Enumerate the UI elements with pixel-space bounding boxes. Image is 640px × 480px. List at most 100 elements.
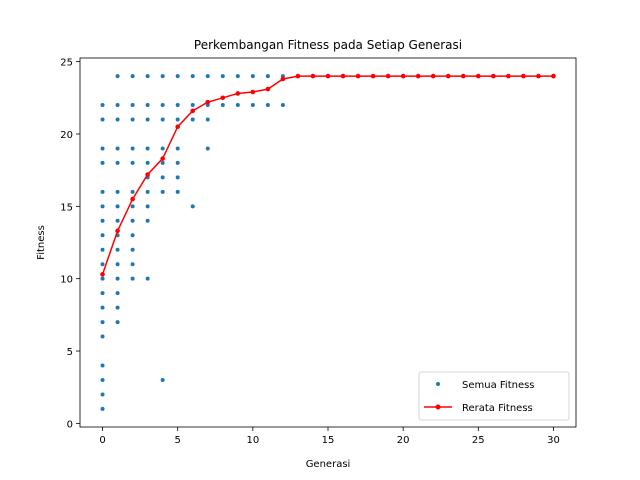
x-axis-label: Generasi xyxy=(306,459,351,470)
scatter-point xyxy=(115,291,120,296)
scatter-point xyxy=(205,146,210,151)
scatter-point xyxy=(145,218,150,223)
mean-point xyxy=(400,73,406,79)
scatter-point xyxy=(100,218,105,223)
scatter-point xyxy=(100,291,105,296)
scatter-point xyxy=(145,276,150,281)
scatter-point xyxy=(115,117,120,122)
scatter-point xyxy=(100,247,105,252)
scatter-point xyxy=(145,74,150,79)
scatter-point xyxy=(115,160,120,165)
scatter-point xyxy=(130,276,135,281)
legend-label-scatter: Semua Fitness xyxy=(462,380,535,391)
scatter-point xyxy=(130,160,135,165)
scatter-point xyxy=(100,262,105,267)
scatter-point xyxy=(145,204,150,209)
scatter-point xyxy=(100,305,105,310)
x-tick-label: 0 xyxy=(99,435,105,446)
x-tick-label: 25 xyxy=(472,435,485,446)
y-axis: 0 5 10 15 20 25 xyxy=(60,58,80,430)
scatter-point xyxy=(145,103,150,108)
scatter-point xyxy=(160,175,165,180)
scatter-point xyxy=(115,204,120,209)
mean-point xyxy=(445,73,451,79)
scatter-point xyxy=(100,146,105,151)
mean-point xyxy=(491,73,496,79)
scatter-point xyxy=(175,117,180,122)
scatter-point xyxy=(100,320,105,325)
scatter-point xyxy=(115,320,120,325)
scatter-point xyxy=(160,189,165,194)
scatter-point xyxy=(160,160,165,165)
scatter-point xyxy=(100,406,105,411)
scatter-point xyxy=(175,160,180,165)
scatter-point xyxy=(100,377,105,382)
mean-point xyxy=(115,228,120,234)
mean-point xyxy=(355,73,361,79)
scatter-point xyxy=(175,146,180,151)
scatter-point xyxy=(130,204,135,209)
scatter-point xyxy=(160,103,165,108)
scatter-point xyxy=(280,103,285,108)
y-tick-label: 15 xyxy=(60,202,73,213)
scatter-point xyxy=(115,276,120,281)
mean-point xyxy=(415,73,421,79)
scatter-point xyxy=(175,103,180,108)
y-tick-label: 5 xyxy=(67,347,73,358)
mean-point xyxy=(506,73,511,79)
legend-line-marker xyxy=(435,404,441,410)
mean-point xyxy=(190,108,196,114)
plot-marks xyxy=(100,73,556,411)
scatter-point xyxy=(115,218,120,223)
y-axis-label: Fitness xyxy=(36,225,47,260)
mean-line xyxy=(101,75,554,275)
scatter-point xyxy=(115,262,120,267)
scatter-point xyxy=(100,363,105,368)
scatter-point xyxy=(235,103,240,108)
y-tick-label: 10 xyxy=(60,275,73,286)
scatter-point xyxy=(130,233,135,238)
scatter-point xyxy=(175,189,180,194)
legend-box xyxy=(418,371,570,421)
scatter-point xyxy=(190,117,195,122)
scatter-point xyxy=(100,117,105,122)
scatter-point xyxy=(115,189,120,194)
x-tick-label: 5 xyxy=(175,435,181,446)
mean-point xyxy=(100,272,105,277)
chart-title: Perkembangan Fitness pada Setiap Generas… xyxy=(194,38,462,52)
y-tick-label: 20 xyxy=(60,130,73,141)
x-tick-label: 15 xyxy=(322,435,335,446)
scatter-point xyxy=(190,204,195,209)
mean-point xyxy=(521,73,526,79)
legend: Semua Fitness Rerata Fitness xyxy=(418,371,570,421)
y-tick-label: 0 xyxy=(67,419,73,430)
scatter-point xyxy=(115,146,120,151)
mean-point xyxy=(280,76,286,82)
mean-point xyxy=(310,73,316,79)
scatter-point xyxy=(205,117,210,122)
legend-scatter-marker xyxy=(436,382,440,386)
scatter-point xyxy=(130,117,135,122)
scatter-point xyxy=(235,74,240,79)
scatter-point xyxy=(115,74,120,79)
scatter-point xyxy=(115,247,120,252)
scatter-point xyxy=(115,305,120,310)
y-tick-label: 25 xyxy=(60,58,73,69)
scatter-point xyxy=(145,160,150,165)
mean-point xyxy=(370,73,376,79)
scatter-point xyxy=(130,262,135,267)
mean-point xyxy=(130,196,135,202)
legend-label-line: Rerata Fitness xyxy=(462,403,533,414)
scatter-point xyxy=(130,103,135,108)
scatter-point xyxy=(130,189,135,194)
scatter-point xyxy=(100,233,105,238)
scatter-point xyxy=(100,276,105,281)
mean-point xyxy=(430,73,436,79)
scatter-point xyxy=(100,189,105,194)
mean-point xyxy=(220,95,226,101)
scatter-point xyxy=(265,74,270,79)
mean-point xyxy=(160,156,165,161)
scatter-point xyxy=(220,103,225,108)
x-tick-label: 20 xyxy=(397,435,410,446)
scatter-point xyxy=(130,146,135,151)
